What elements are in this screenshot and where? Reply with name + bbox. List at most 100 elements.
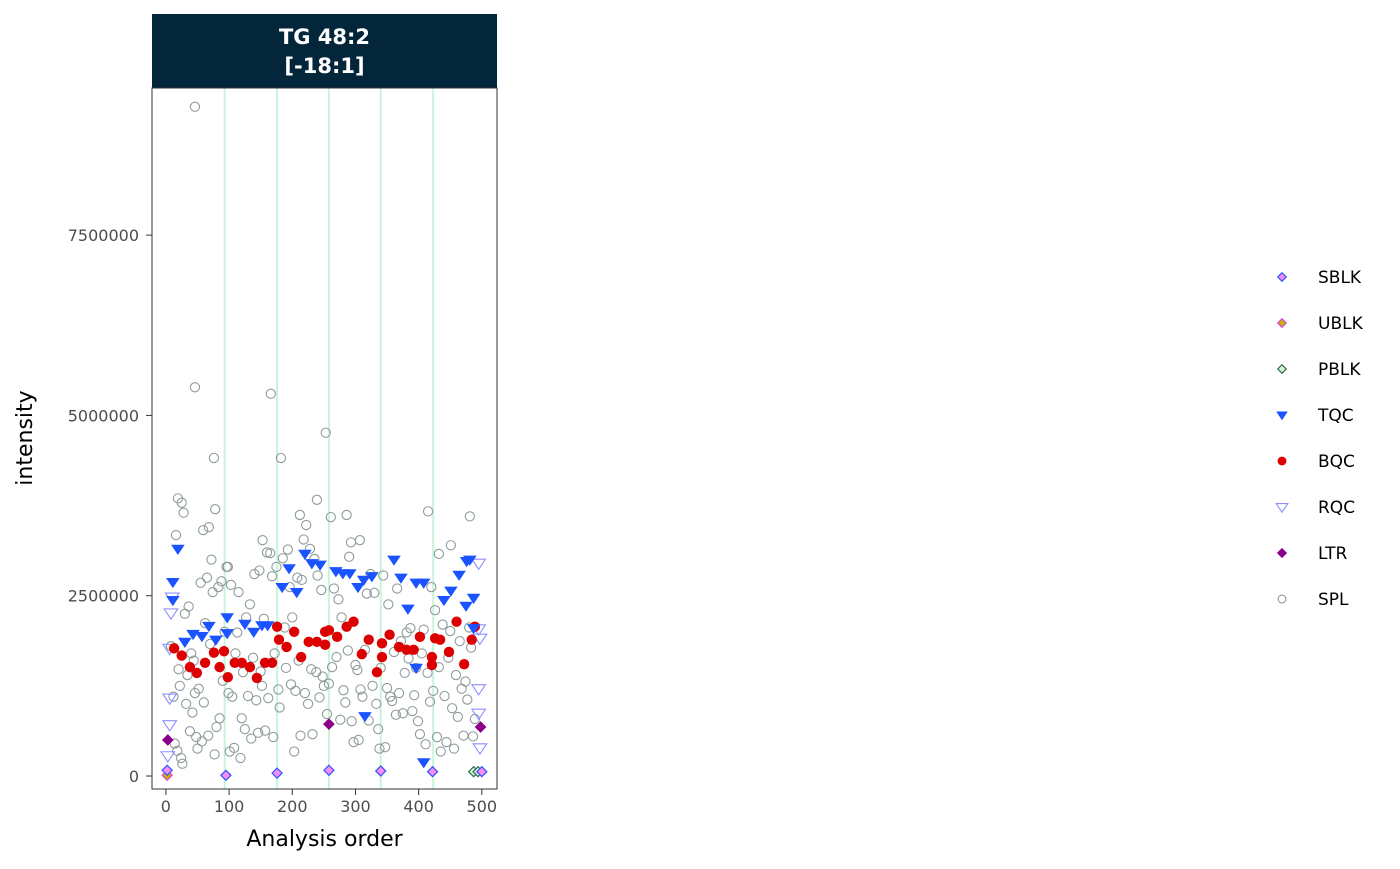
point-rqc <box>161 693 178 706</box>
point-spl <box>249 568 260 580</box>
point-spl <box>321 708 333 720</box>
point-tqc <box>220 629 234 640</box>
point-bqc <box>414 631 426 643</box>
point-ltr <box>323 718 335 730</box>
point-tqc <box>342 569 357 580</box>
point-tqc <box>351 582 365 594</box>
point-bqc <box>199 657 211 668</box>
point-spl <box>208 452 220 464</box>
point-spl <box>422 667 433 679</box>
point-sblk <box>374 765 387 777</box>
point-sblk <box>271 767 283 779</box>
point-spl <box>341 509 352 521</box>
point-tqc <box>202 621 216 633</box>
point-tqc <box>166 577 180 589</box>
point-rqc <box>470 708 487 721</box>
point-spl <box>209 749 220 760</box>
legend-label: UBLK <box>1318 314 1364 334</box>
point-spl <box>460 676 471 687</box>
point-spl <box>271 561 282 573</box>
series-tqc <box>166 544 481 769</box>
point-spl <box>187 707 198 718</box>
point-sblk <box>323 764 335 777</box>
point-spl <box>357 691 368 702</box>
point-spl <box>180 698 192 710</box>
point-rqc <box>472 743 488 756</box>
point-spl <box>282 544 294 555</box>
point-spl <box>302 698 314 710</box>
y-tick-label: 7500000 <box>68 226 139 245</box>
point-bqc <box>311 636 323 648</box>
point-spl <box>450 669 462 681</box>
point-spl <box>371 698 382 710</box>
legend-label: RQC <box>1318 498 1355 518</box>
data-points <box>159 101 488 782</box>
legend-label: SPL <box>1318 590 1349 610</box>
legend-key-rqc <box>1275 502 1289 514</box>
facet-strip-background <box>152 14 497 88</box>
point-spl <box>173 664 184 675</box>
point-spl <box>361 588 372 599</box>
point-bqc <box>443 646 455 658</box>
legend-key-spl <box>1277 594 1287 604</box>
point-spl <box>275 452 287 464</box>
point-spl <box>433 548 445 560</box>
point-spl <box>393 687 405 699</box>
x-tick-label: 100 <box>214 797 245 816</box>
point-spl <box>314 692 325 703</box>
point-spl <box>369 587 380 598</box>
point-tqc <box>387 555 401 566</box>
point-spl <box>213 581 224 593</box>
point-spl <box>399 667 410 679</box>
point-spl <box>207 586 218 598</box>
point-spl <box>228 742 240 754</box>
point-tqc <box>401 604 415 615</box>
x-tick-label: 300 <box>340 797 371 816</box>
point-tqc <box>289 588 304 599</box>
y-tick-label: 2500000 <box>68 587 139 606</box>
point-rqc <box>161 720 178 732</box>
point-spl <box>170 529 182 541</box>
x-tick-label: 400 <box>403 797 434 816</box>
y-tick-label: 0 <box>129 767 139 786</box>
point-bqc <box>168 643 180 654</box>
facet-title-line-1: TG 48:2 <box>279 25 370 49</box>
point-spl <box>407 705 418 717</box>
point-spl <box>198 697 209 708</box>
legend-item-spl: SPL <box>1277 590 1349 610</box>
point-spl <box>274 702 285 713</box>
point-bqc <box>434 634 446 645</box>
point-spl <box>441 736 452 748</box>
point-spl <box>246 733 257 744</box>
point-bqc <box>218 646 230 657</box>
point-spl <box>307 729 318 740</box>
point-spl <box>198 524 209 536</box>
point-rqc <box>159 751 176 763</box>
legend-item-pblk: PBLK <box>1276 360 1361 380</box>
y-axis: 0 2500000 5000000 7500000 <box>68 226 152 786</box>
point-spl <box>373 723 384 735</box>
point-bqc <box>236 657 247 668</box>
point-spl <box>259 725 271 736</box>
point-spl <box>454 636 465 647</box>
point-bqc <box>303 636 314 648</box>
point-tqc <box>452 570 466 581</box>
point-spl <box>383 599 394 610</box>
point-tqc <box>437 595 451 607</box>
point-spl <box>287 612 298 623</box>
point-spl <box>196 736 208 747</box>
point-tqc <box>358 712 372 723</box>
point-tqc <box>416 578 431 589</box>
point-spl <box>178 507 189 518</box>
point-spl <box>301 519 312 531</box>
legend-item-ublk: UBLK <box>1276 314 1364 334</box>
point-spl <box>312 570 323 581</box>
point-spl <box>221 561 232 573</box>
point-bqc <box>244 661 256 673</box>
point-spl <box>420 739 431 750</box>
point-spl <box>390 709 402 720</box>
point-tqc <box>416 758 431 769</box>
point-bqc <box>271 621 283 632</box>
y-axis-title: intensity <box>13 390 38 485</box>
